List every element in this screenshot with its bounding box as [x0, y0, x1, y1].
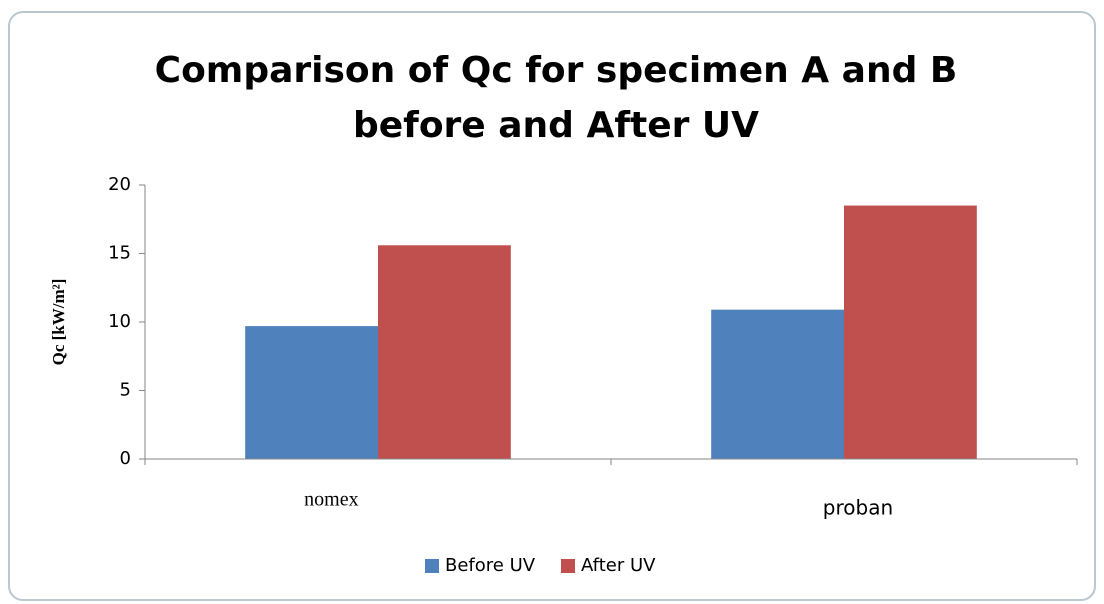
legend-swatch — [425, 559, 439, 573]
bar — [245, 326, 378, 459]
chart-title: before and After UV — [353, 105, 759, 146]
legend-label: Before UV — [445, 555, 536, 576]
legend-label: After UV — [581, 555, 656, 576]
bar — [378, 245, 511, 459]
y-axis-label: Qc [kW/m²] — [49, 279, 68, 366]
y-tick-label: 20 — [108, 174, 131, 195]
y-tick-label: 10 — [108, 311, 131, 332]
legend-swatch — [561, 559, 575, 573]
bar — [844, 205, 977, 459]
x-tick-label: nomex — [304, 489, 358, 511]
y-tick-label: 15 — [108, 243, 131, 264]
x-tick-label: proban — [823, 496, 893, 520]
chart-title: Comparison of Qc for specimen A and B — [155, 50, 958, 91]
y-tick-label: 0 — [120, 448, 131, 469]
y-tick-label: 5 — [120, 380, 131, 401]
bar — [711, 309, 844, 459]
